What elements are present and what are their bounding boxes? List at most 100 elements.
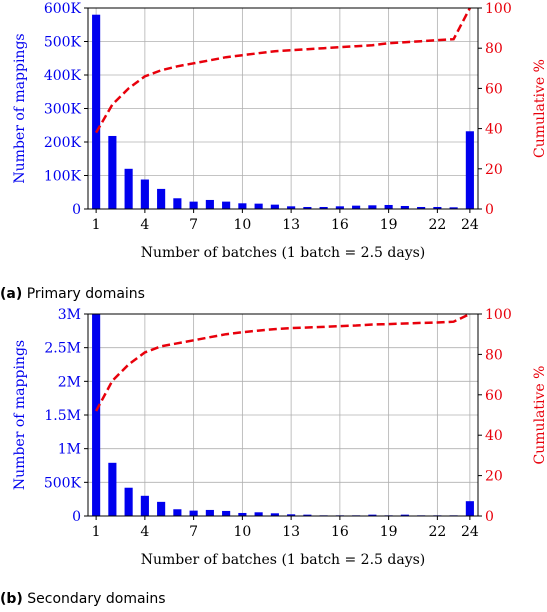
chart1-cumulative-line: [95, 7, 472, 134]
chart2-bar-1: [92, 314, 101, 516]
chart2-bar-5: [157, 501, 166, 516]
chart2-xtick-label-1: 4: [140, 524, 149, 540]
chart1-bar-16: [335, 206, 344, 209]
chart1-bar-6: [173, 198, 182, 209]
chart2-y2tick-label-0: 0: [485, 509, 494, 525]
chart1-bar-4: [140, 179, 149, 209]
chart2-bar-8: [205, 509, 214, 516]
chart1-bar-19: [384, 204, 393, 209]
chart2-bar-4: [140, 495, 149, 516]
chart2-ytick-label-2: 1M: [58, 442, 81, 458]
chart2-ytick-label-4: 2M: [58, 374, 81, 390]
chart2-y2tick-label-4: 80: [485, 347, 503, 363]
chart2-bar-9: [222, 510, 231, 516]
chart1-bar-18: [368, 205, 377, 209]
chart2-y2tick-label-3: 60: [485, 388, 503, 404]
chart2-xtick-label-4: 13: [282, 524, 300, 540]
chart1-bar-21: [417, 206, 426, 209]
chart1-bar-12: [270, 204, 279, 209]
caption-a: (a) Primary domains: [0, 286, 145, 302]
chart2-ytick-label-6: 3M: [58, 307, 81, 323]
chart1-bar-14: [303, 206, 312, 209]
chart2-xtick-label-5: 16: [331, 524, 349, 540]
chart2-xtick-label-0: 1: [92, 524, 101, 540]
chart1-xtick-label-7: 22: [428, 217, 446, 233]
chart2-cumulative-line: [94, 312, 471, 412]
chart1-bar-13: [287, 206, 296, 209]
chart1-bar-8: [205, 199, 214, 209]
chart2-ytick-label-3: 1.5M: [44, 408, 81, 424]
chart2-ytick-label-0: 0: [72, 509, 81, 525]
chart2-bar-24: [465, 501, 474, 516]
chart1-ytick-label-1: 100K: [44, 169, 82, 185]
chart1-xtick-label-5: 16: [331, 217, 349, 233]
chart2-bar-13: [287, 514, 296, 516]
chart2-bar-18: [368, 514, 377, 516]
chart2-xtick-label-7: 22: [428, 524, 446, 540]
caption-a-tag: (a): [0, 286, 23, 302]
chart2-xtick-label-6: 19: [380, 524, 398, 540]
chart1-ytick-label-3: 300K: [44, 102, 82, 118]
chart1-bar-9: [222, 201, 231, 209]
chart2-y2tick-label-2: 40: [485, 428, 503, 444]
chart2-bar-14: [303, 514, 312, 516]
chart2-ytick-label-5: 2.5M: [44, 341, 81, 357]
chart1-bar-5: [157, 188, 166, 209]
caption-b-text: Secondary domains: [27, 591, 166, 607]
chart2-bar-10: [238, 512, 247, 516]
caption-a-text: Primary domains: [26, 286, 145, 302]
chart2-ylabel2: Cumulative %: [532, 366, 547, 465]
chart1-xtick-label-8: 24: [461, 217, 479, 233]
chart2-bar-2: [108, 462, 117, 516]
chart1-y2tick-label-5: 100: [485, 1, 512, 17]
chart1-bar-2: [108, 135, 117, 209]
chart2-y2tick-label-1: 20: [485, 469, 503, 485]
chart2-xtick-label-2: 7: [189, 524, 198, 540]
chart1-bar-24: [465, 131, 474, 209]
chart1-y2tick-label-4: 80: [485, 41, 503, 57]
chart2-y2tick-label-5: 100: [485, 307, 512, 323]
caption-b-tag: (b): [0, 591, 23, 607]
chart1-bar-20: [400, 205, 409, 209]
chart1-y2tick-label-1: 20: [485, 162, 503, 178]
chart1-bar-1: [92, 14, 101, 210]
chart1-ytick-label-4: 400K: [44, 68, 82, 84]
chart2-bar-6: [173, 509, 182, 516]
chart1-ytick-label-6: 600K: [44, 1, 82, 17]
chart1-ytick-label-2: 200K: [44, 135, 82, 151]
chart1-bar-11: [254, 203, 263, 209]
chart1-y2tick-label-0: 0: [485, 202, 494, 218]
chart1-bar-7: [189, 201, 198, 209]
chart1-xtick-label-3: 10: [233, 217, 251, 233]
chart1-xtick-label-2: 7: [189, 217, 198, 233]
chart2-bar-20: [400, 514, 409, 516]
chart2-ytick-label-1: 500K: [44, 475, 82, 491]
chart1-ytick-label-0: 0: [72, 202, 81, 218]
chart1-bar-23: [449, 207, 458, 209]
chart1-ytick-label-5: 500K: [44, 35, 82, 51]
chart2-xtick-label-3: 10: [233, 524, 251, 540]
chart2-xtick-label-8: 24: [461, 524, 479, 540]
chart1-ylabel2: Cumulative %: [532, 59, 547, 158]
chart1-bar-22: [433, 206, 442, 209]
chart1-xtick-label-1: 4: [140, 217, 149, 233]
caption-b: (b) Secondary domains: [0, 591, 166, 607]
chart2-bar-3: [124, 487, 133, 516]
chart1-xtick-label-4: 13: [282, 217, 300, 233]
chart1-xtick-label-6: 19: [380, 217, 398, 233]
chart1-ylabel: Number of mappings: [12, 33, 28, 183]
chart1-bar-10: [238, 203, 247, 209]
chart2-xlabel: Number of batches (1 batch = 2.5 days): [141, 552, 426, 568]
chart2-bar-7: [189, 510, 198, 516]
chart1-y2tick-label-2: 40: [485, 122, 503, 138]
chart1-xtick-label-0: 1: [92, 217, 101, 233]
chart1-y2tick-label-3: 60: [485, 81, 503, 97]
chart1-bar-17: [352, 205, 361, 209]
chart1-bar-15: [319, 206, 328, 209]
chart1-xlabel: Number of batches (1 batch = 2.5 days): [141, 245, 426, 261]
chart2-bar-11: [254, 512, 263, 516]
chart2-ylabel: Number of mappings: [12, 340, 28, 490]
chart1-bar-3: [124, 168, 133, 209]
chart2-bar-12: [270, 513, 279, 516]
